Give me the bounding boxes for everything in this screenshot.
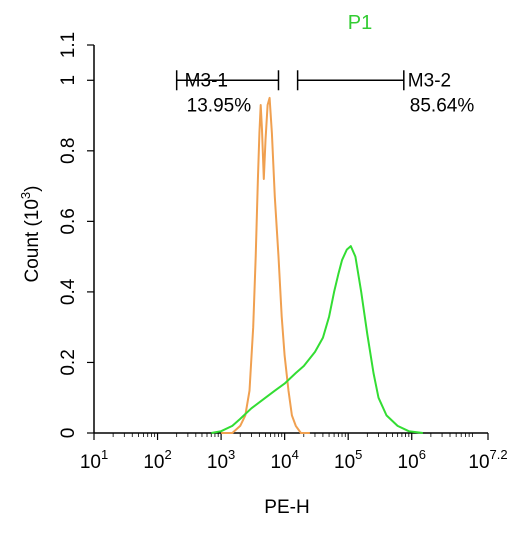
x-tick-label: 107.2: [468, 447, 507, 473]
gate-percent-2: 85.64%: [410, 95, 475, 116]
y-tick-label: 1: [58, 75, 79, 86]
y-tick-label: 0.4: [58, 278, 79, 305]
series-line-1: [221, 96, 310, 434]
y-tick-label: 0.2: [58, 349, 79, 375]
x-tick-label: 101: [80, 447, 108, 473]
chart-title: P1: [348, 12, 372, 34]
x-axis-label: PE-H: [264, 497, 309, 518]
y-tick-label: 0.8: [58, 138, 79, 164]
y-axis-label: Count (103): [18, 185, 43, 282]
x-tick-label: 106: [398, 447, 426, 473]
gate-percent-1: 13.95%: [187, 95, 252, 116]
y-tick-label: 0: [58, 428, 79, 439]
x-tick-label: 102: [143, 447, 171, 473]
gate-name-2: M3-2: [408, 70, 451, 91]
y-tick-label: 1.1: [58, 32, 79, 58]
series-line-2: [211, 245, 424, 434]
y-tick-label: 0.6: [58, 208, 79, 234]
x-tick-label: 103: [207, 447, 235, 473]
x-tick-label: 104: [270, 447, 298, 473]
gate-name-1: M3-1: [185, 70, 228, 91]
x-tick-label: 105: [334, 447, 362, 473]
